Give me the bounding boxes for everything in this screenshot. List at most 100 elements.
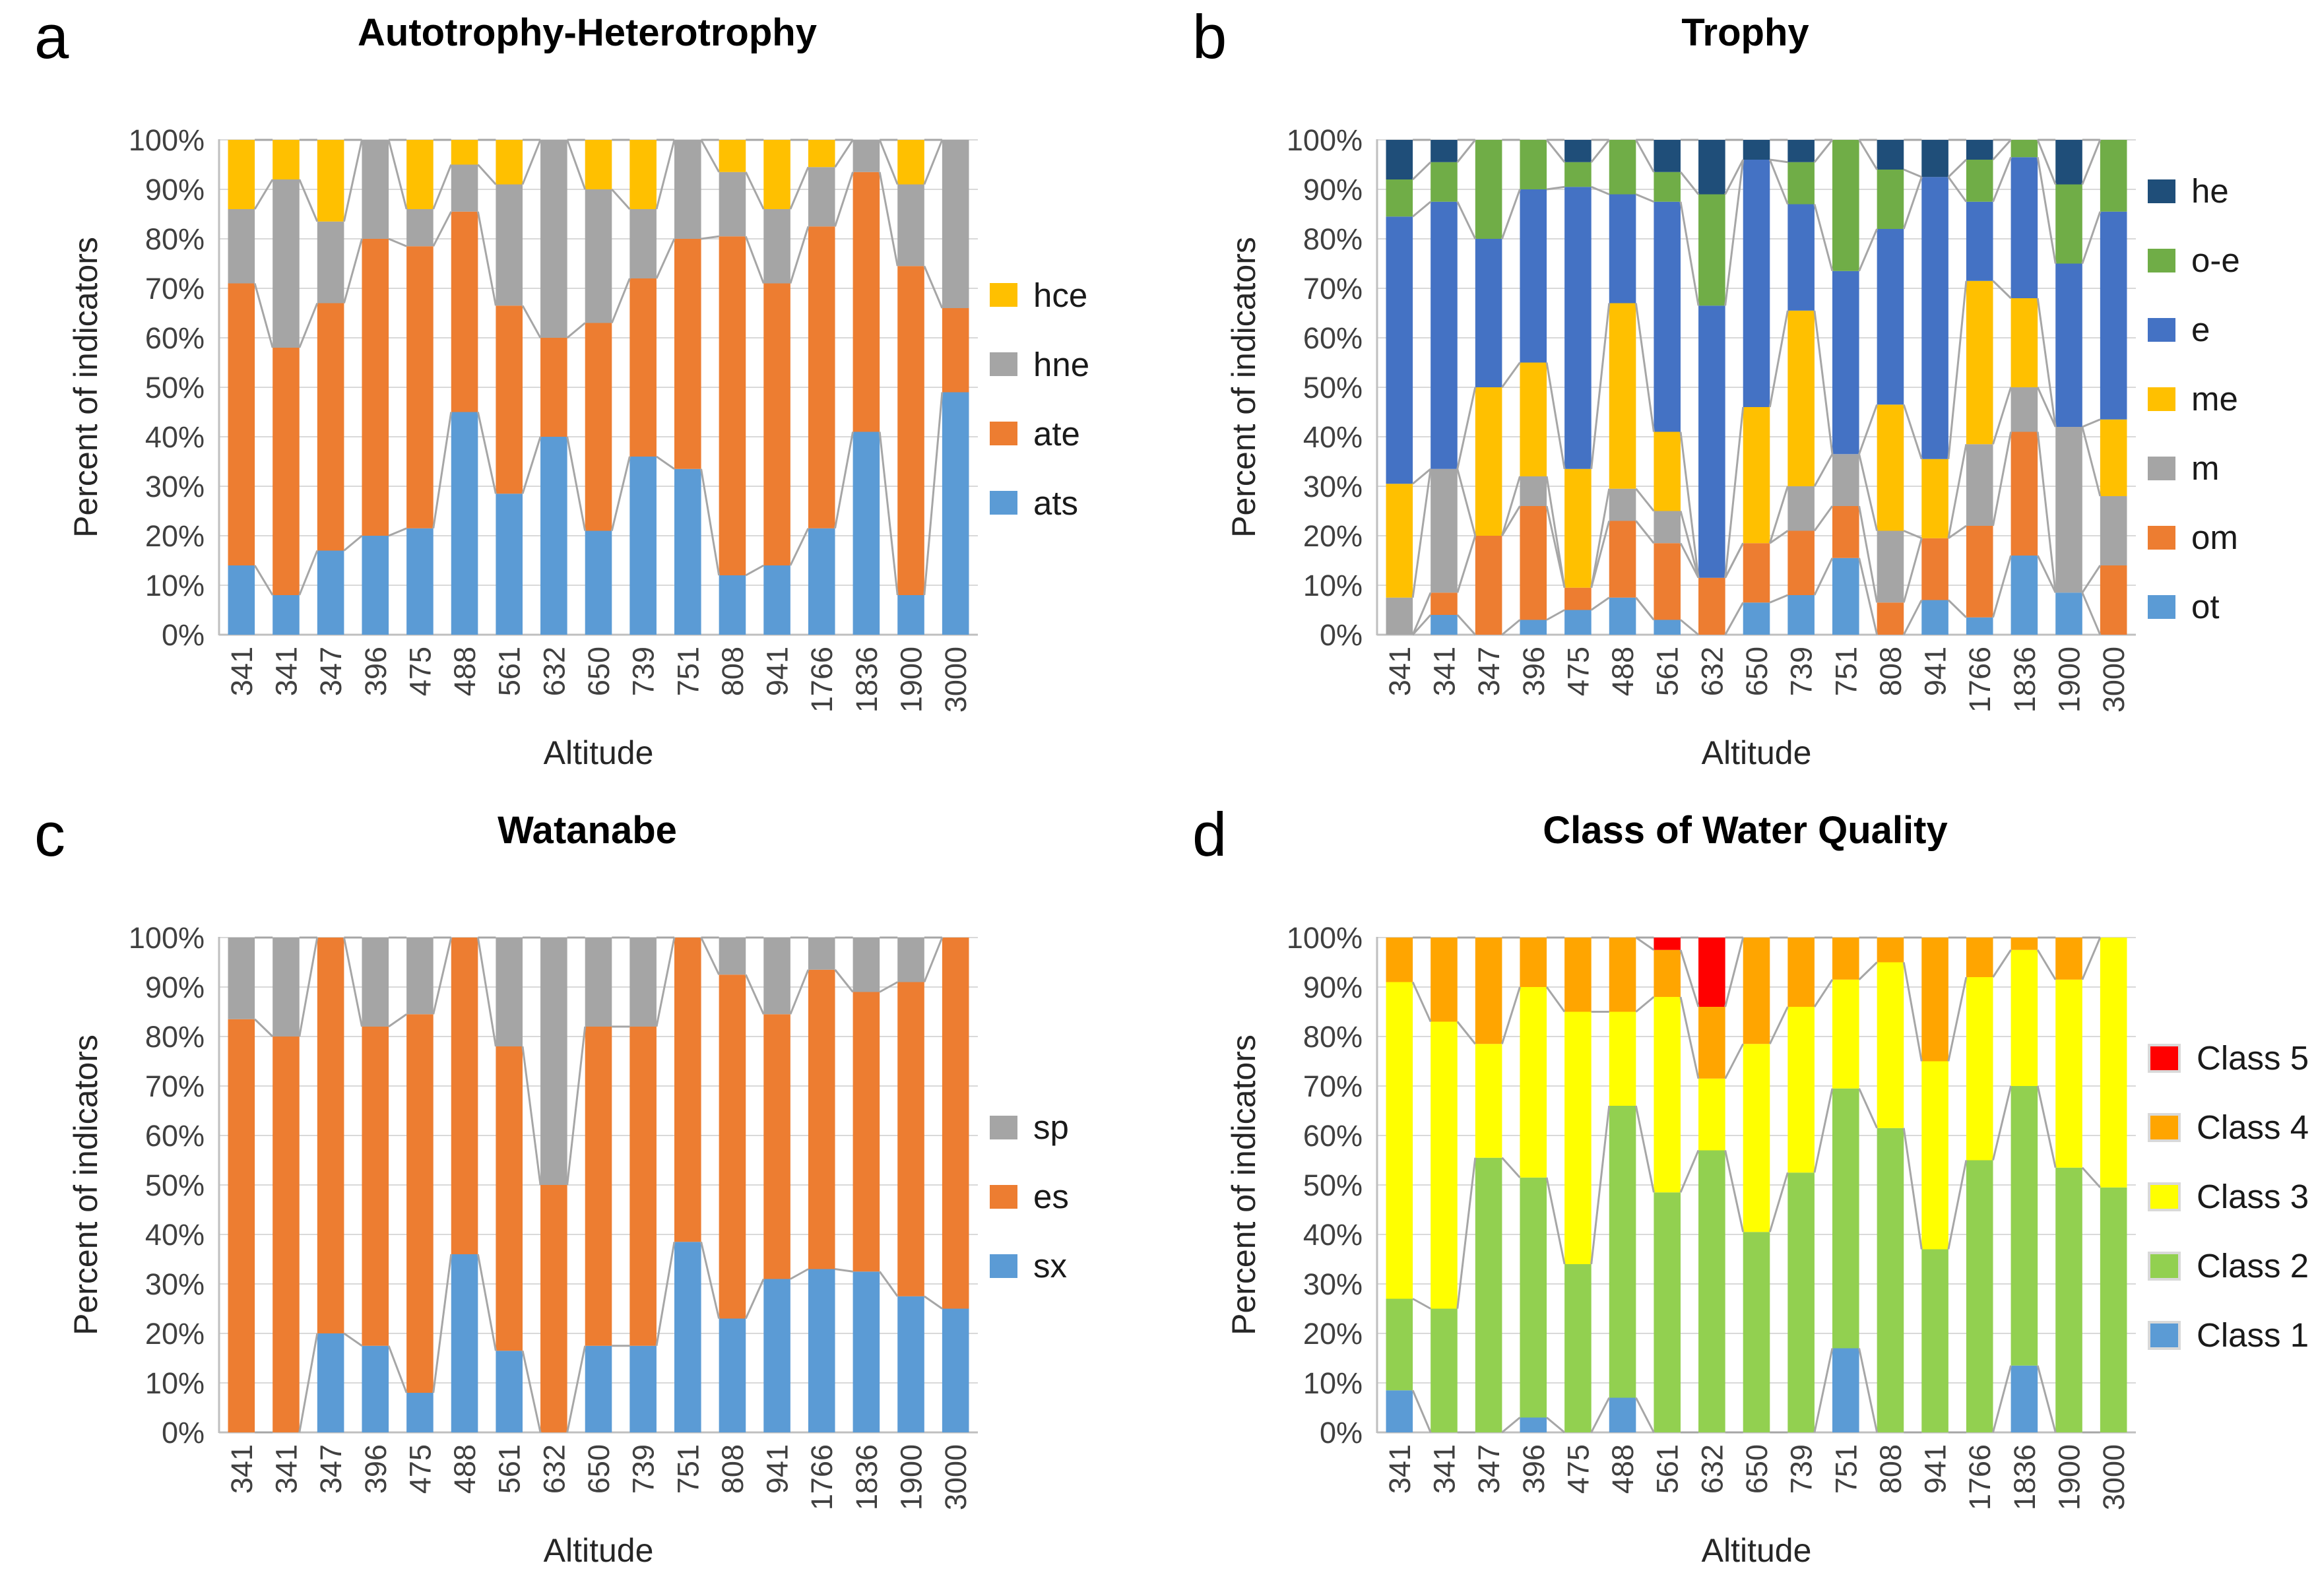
x-tick-label: 561 (493, 1444, 527, 1494)
legend-label: Class 2 (2197, 1247, 2309, 1285)
bar-segment-e-751 (1832, 271, 1859, 455)
series-line-sx (432, 1254, 453, 1393)
bar-segment-Class 3-751 (1832, 979, 1859, 1089)
series-line-ats (700, 468, 721, 576)
x-tick-label: 1836 (850, 647, 884, 713)
series-line-sx (790, 1268, 809, 1280)
series-line-me (1679, 431, 1700, 578)
bar-segment-ot-488 (1609, 597, 1636, 635)
series-line-o-e (1679, 171, 1700, 195)
x-tick-label: 650 (1740, 647, 1774, 696)
series-line-ot (2036, 555, 2057, 593)
series-line-m (1679, 511, 1700, 579)
series-line-Class 2 (1634, 1105, 1655, 1193)
x-tick-label: 632 (537, 647, 571, 696)
series-line-m (1456, 468, 1477, 536)
bar-segment-hce-561 (496, 140, 523, 185)
legend-item-hce: hce (990, 276, 1158, 315)
bar-segment-Class 3-808 (1877, 962, 1904, 1128)
bar-segment-ate-488 (451, 211, 478, 412)
legend-label: om (2191, 519, 2238, 556)
bar-segment-m-341 (1431, 468, 1458, 593)
bar-segment-Class 3-3000 (2100, 938, 2127, 1188)
bar-segment-sp-650 (585, 938, 612, 1027)
bar-segment-sx-488 (451, 1254, 478, 1432)
y-tick-label: 20% (1303, 519, 1363, 553)
series-line-hne (253, 179, 274, 210)
x-tick-label: 488 (448, 647, 482, 696)
legend-item-ate: ate (990, 414, 1158, 453)
bar-segment-hne-3000 (942, 140, 969, 308)
series-line-hne (611, 188, 631, 210)
x-tick-label: 739 (1785, 647, 1818, 696)
series-line-m (1858, 453, 1879, 531)
series-line-ats (566, 436, 587, 531)
y-tick-label: 80% (145, 222, 205, 256)
bar-segment-ot-751 (1832, 558, 1859, 635)
x-tick-label: 3000 (939, 647, 973, 713)
y-tick-label: 0% (1320, 618, 1363, 652)
bar-segment-me-739 (1787, 310, 1815, 486)
bar-segment-hce-341 (273, 140, 300, 179)
bar-segment-m-751 (1832, 454, 1859, 506)
bar-segment-o-e-347 (1475, 140, 1502, 239)
series-line-hne (655, 139, 676, 210)
series-line-ot (1412, 614, 1432, 636)
series-line-o-e (1456, 139, 1476, 163)
y-tick-label: 30% (1303, 470, 1363, 503)
series-line-ate (789, 226, 810, 284)
bar-segment-es-941 (763, 1014, 790, 1279)
bar-segment-hce-1766 (808, 140, 835, 168)
x-tick-label: 808 (716, 647, 750, 696)
bar-segment-om-739 (1787, 530, 1815, 595)
series-line-me (2082, 418, 2101, 428)
series-line-e (1858, 228, 1879, 272)
series-line-me (1724, 406, 1745, 578)
y-tick-label: 100% (1287, 921, 1363, 955)
x-tick-label: 751 (671, 647, 705, 696)
x-tick-label: 396 (359, 1444, 393, 1494)
plot-area-b: 100% 90% 80% 70% 60% 50% 40% 30% 20% 10% 0% 341 341 3… (1287, 123, 2136, 713)
bar-segment-sp-341 (273, 938, 300, 1037)
bar-segment-me-396 (1520, 362, 1547, 476)
x-tick-label: 396 (1517, 1444, 1551, 1494)
bar-segment-he-1766 (1966, 140, 1993, 160)
series-line-Class 3 (1858, 961, 1878, 980)
x-tick-label: 1766 (805, 647, 839, 713)
series-line-Class 3 (1813, 978, 1834, 1007)
bar-segment-ats-650 (585, 530, 612, 635)
x-tick-label: 650 (582, 647, 616, 696)
x-tick-label: 396 (1517, 647, 1551, 696)
bar-segment-es-341 (228, 1019, 255, 1432)
bar-segment-o-e-561 (1654, 172, 1681, 202)
series-line-e (1813, 204, 1834, 272)
bar-segment-Class 3-341 (1431, 1021, 1458, 1309)
x-axis-title-c: Altitude (543, 1532, 654, 1569)
y-tick-label: 60% (145, 1119, 205, 1153)
series-line-ate (655, 238, 676, 279)
series-line-o-e (2036, 139, 2057, 185)
bar-segment-e-650 (1743, 160, 1770, 407)
series-line-es (923, 937, 944, 983)
x-tick-label: 739 (627, 647, 660, 696)
y-tick-label: 50% (145, 1168, 205, 1202)
bar-segment-e-739 (1787, 204, 1815, 311)
series-line-o-e (1590, 139, 1610, 163)
bar-segment-ate-396 (362, 239, 389, 536)
bar-segment-sp-739 (629, 938, 657, 1027)
x-tick-label: 396 (359, 647, 393, 696)
series-line-hne (387, 139, 408, 210)
series-line-Class 2 (1501, 1157, 1521, 1178)
series-line-o-e (1770, 158, 1788, 164)
x-tick-label: 347 (314, 1444, 348, 1494)
y-tick-label: 0% (1320, 1416, 1363, 1450)
y-tick-label: 10% (1303, 569, 1363, 602)
bar-segment-sp-561 (496, 938, 523, 1046)
legend-label: sp (1033, 1108, 1069, 1146)
bar-segment-o-e-488 (1609, 140, 1636, 195)
legend-swatch (990, 283, 1017, 307)
bar-segment-sx-650 (585, 1345, 612, 1432)
x-tick-label: 739 (627, 1444, 660, 1494)
bar-segment-Class 1-488 (1609, 1397, 1636, 1432)
series-line-ate (253, 283, 274, 348)
